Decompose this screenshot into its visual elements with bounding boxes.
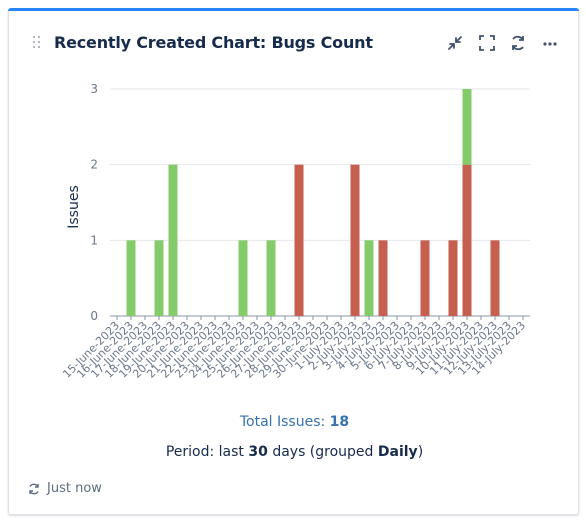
chart-bars bbox=[126, 89, 500, 316]
bar[interactable] bbox=[154, 240, 164, 316]
bar[interactable] bbox=[448, 240, 458, 316]
total-issues: Total Issues: 18 bbox=[9, 414, 580, 430]
total-issues-label: Total Issues: bbox=[239, 414, 326, 430]
y-tick-label: 2 bbox=[90, 158, 98, 172]
drag-handle-icon[interactable] bbox=[33, 36, 41, 48]
gadget-panel: Recently Created Chart: Bugs Count 0 1 2 3 … bbox=[8, 8, 579, 515]
bar[interactable] bbox=[378, 240, 388, 316]
bar[interactable] bbox=[294, 164, 304, 316]
last-refresh-text: Just now bbox=[47, 481, 102, 496]
bar[interactable] bbox=[364, 240, 374, 316]
bar[interactable] bbox=[126, 240, 136, 316]
x-axis-ticks: 15-June-202316-June-202317-June-202318-J… bbox=[60, 316, 528, 381]
last-refresh[interactable]: Just now bbox=[27, 481, 102, 496]
y-tick-label: 1 bbox=[90, 233, 98, 247]
period-summary: Period: last 30 days (grouped Daily) bbox=[9, 444, 580, 460]
chart-grid bbox=[110, 88, 530, 317]
total-issues-value: 18 bbox=[329, 414, 350, 430]
minimize-icon[interactable] bbox=[445, 33, 465, 53]
more-icon[interactable] bbox=[540, 33, 560, 53]
refresh-small-icon bbox=[29, 483, 39, 494]
y-axis-ticks: 0 1 2 3 bbox=[90, 82, 98, 323]
period-group: Daily bbox=[377, 444, 418, 460]
period-prefix: Period: last bbox=[165, 444, 244, 460]
bar[interactable] bbox=[266, 240, 276, 316]
refresh-icon[interactable] bbox=[508, 33, 528, 53]
bar[interactable] bbox=[238, 240, 248, 316]
bar[interactable] bbox=[168, 164, 178, 316]
bar[interactable] bbox=[462, 164, 472, 316]
y-tick-label: 3 bbox=[90, 82, 98, 96]
gadget-accent-bar bbox=[8, 8, 579, 11]
period-mid: days (grouped bbox=[272, 444, 374, 460]
fullscreen-icon[interactable] bbox=[477, 33, 497, 53]
bar[interactable] bbox=[462, 89, 472, 165]
y-tick-label: 0 bbox=[90, 309, 98, 323]
bar[interactable] bbox=[420, 240, 430, 316]
period-days: 30 bbox=[248, 444, 268, 460]
bar-chart: 0 1 2 3 15-June-202316-June-202317-June-202… bbox=[60, 82, 530, 381]
period-suffix: ) bbox=[417, 444, 424, 460]
bar[interactable] bbox=[490, 240, 500, 316]
bar[interactable] bbox=[350, 164, 360, 316]
gadget-title: Recently Created Chart: Bugs Count bbox=[54, 33, 373, 52]
y-axis-label: Issues bbox=[66, 185, 82, 229]
